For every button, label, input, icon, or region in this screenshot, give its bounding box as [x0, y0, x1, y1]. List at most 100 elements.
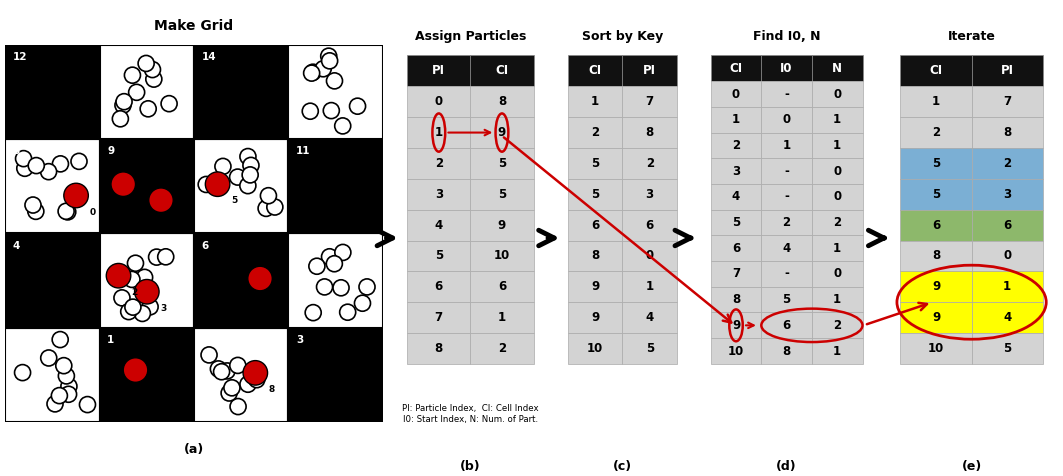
- Text: 8: 8: [932, 249, 940, 262]
- Bar: [407, 117, 470, 148]
- Text: 8: 8: [497, 95, 506, 108]
- Text: Iterate: Iterate: [947, 30, 996, 43]
- Bar: [568, 209, 623, 240]
- Circle shape: [58, 368, 74, 384]
- Text: 4: 4: [13, 241, 20, 251]
- Text: 2: 2: [497, 342, 506, 355]
- Bar: [900, 302, 972, 333]
- Bar: [5, 233, 100, 327]
- Text: 10: 10: [928, 342, 944, 355]
- Bar: [812, 184, 862, 209]
- Bar: [193, 327, 288, 422]
- Bar: [100, 139, 193, 233]
- Bar: [812, 209, 862, 235]
- Bar: [623, 56, 677, 86]
- Text: 1: 1: [645, 280, 654, 293]
- Text: I0: I0: [780, 62, 793, 75]
- Circle shape: [17, 160, 33, 176]
- Text: 8: 8: [645, 126, 654, 139]
- Text: 1: 1: [833, 293, 841, 306]
- Circle shape: [15, 365, 31, 381]
- Circle shape: [162, 96, 178, 112]
- Bar: [711, 132, 761, 158]
- Text: 0: 0: [732, 88, 740, 100]
- Text: 3: 3: [732, 165, 740, 178]
- Bar: [623, 148, 677, 179]
- Text: 10: 10: [202, 147, 216, 157]
- Circle shape: [134, 306, 150, 321]
- Text: -: -: [784, 88, 789, 100]
- Bar: [900, 333, 972, 364]
- Circle shape: [309, 258, 325, 274]
- Bar: [5, 45, 100, 139]
- Bar: [711, 287, 761, 312]
- Text: 5: 5: [591, 188, 600, 201]
- Text: 1: 1: [136, 197, 142, 206]
- Text: 2: 2: [833, 319, 841, 332]
- Bar: [812, 312, 862, 338]
- Text: 0: 0: [645, 249, 654, 262]
- Text: 7: 7: [149, 382, 155, 391]
- Circle shape: [61, 386, 77, 402]
- Circle shape: [248, 266, 272, 291]
- Text: 4: 4: [645, 311, 654, 324]
- Circle shape: [304, 65, 320, 81]
- Bar: [407, 271, 470, 302]
- Circle shape: [326, 73, 342, 89]
- Bar: [623, 333, 677, 364]
- Text: 4: 4: [1003, 311, 1011, 324]
- Bar: [623, 117, 677, 148]
- Bar: [711, 235, 761, 261]
- Text: CI: CI: [589, 64, 602, 78]
- Text: 1: 1: [435, 126, 443, 139]
- Text: PI: Particle Index,  CI: Cell Index
I0: Start Index, N: Num. of Part.: PI: Particle Index, CI: Cell Index I0: S…: [402, 405, 539, 424]
- Circle shape: [221, 385, 237, 401]
- Bar: [900, 148, 972, 179]
- Circle shape: [302, 103, 318, 119]
- Text: 1: 1: [833, 242, 841, 255]
- Bar: [568, 302, 623, 333]
- Bar: [711, 312, 761, 338]
- Text: 9: 9: [497, 126, 506, 139]
- Circle shape: [350, 98, 366, 114]
- Bar: [711, 107, 761, 132]
- Text: 1: 1: [833, 345, 841, 357]
- Bar: [470, 179, 534, 209]
- Bar: [470, 302, 534, 333]
- Text: 10: 10: [728, 345, 744, 357]
- Circle shape: [142, 299, 158, 315]
- Bar: [900, 179, 972, 209]
- Bar: [812, 287, 862, 312]
- Circle shape: [149, 188, 173, 212]
- Text: 15: 15: [296, 52, 310, 62]
- Text: 4: 4: [782, 242, 791, 255]
- Bar: [470, 271, 534, 302]
- Bar: [812, 158, 862, 184]
- Text: 1: 1: [497, 311, 506, 324]
- Text: 4: 4: [732, 190, 740, 203]
- Text: 3: 3: [161, 304, 166, 313]
- Bar: [5, 327, 100, 422]
- Text: 6: 6: [435, 280, 443, 293]
- Circle shape: [80, 397, 96, 413]
- Text: 1: 1: [833, 139, 841, 152]
- Bar: [812, 107, 862, 132]
- Text: 13: 13: [107, 52, 121, 62]
- Text: 4: 4: [435, 218, 443, 232]
- Circle shape: [258, 200, 274, 217]
- Bar: [407, 148, 470, 179]
- Circle shape: [322, 53, 338, 69]
- Text: -: -: [784, 165, 789, 178]
- Bar: [568, 86, 623, 117]
- Circle shape: [359, 279, 375, 295]
- Text: 8: 8: [269, 385, 274, 394]
- Bar: [900, 209, 972, 240]
- Bar: [761, 158, 812, 184]
- Bar: [761, 287, 812, 312]
- Circle shape: [58, 203, 74, 219]
- Text: 9: 9: [932, 311, 940, 324]
- Circle shape: [116, 94, 132, 109]
- Text: PI: PI: [433, 64, 445, 78]
- Bar: [623, 240, 677, 271]
- Circle shape: [111, 172, 135, 197]
